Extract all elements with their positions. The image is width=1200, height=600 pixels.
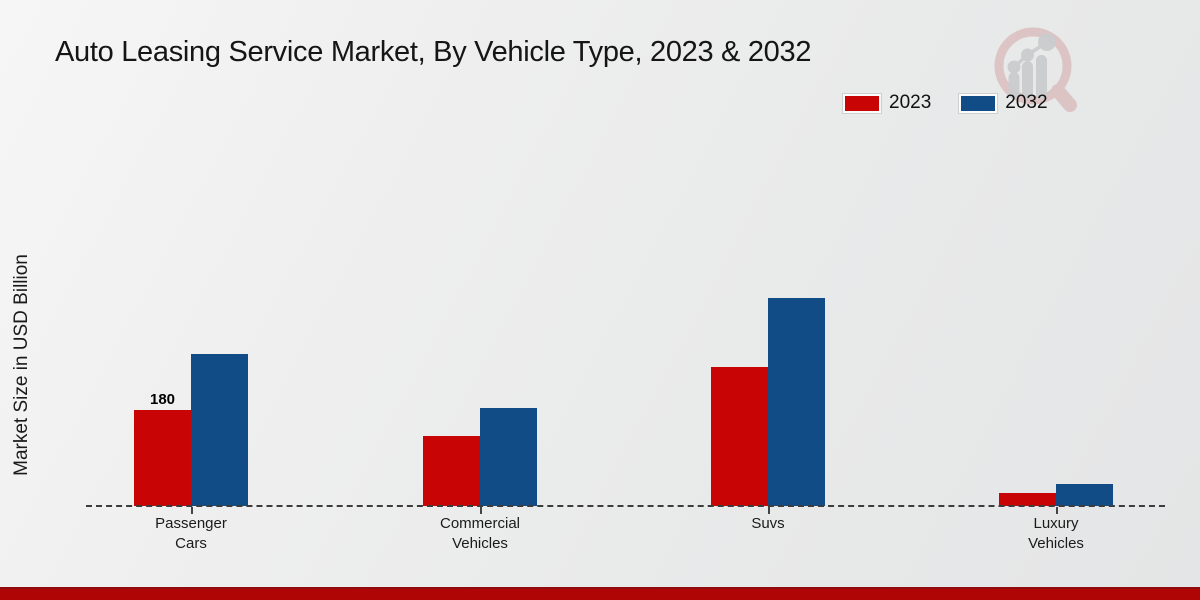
x-axis-tick [768,507,770,514]
x-axis-baseline [86,505,1165,507]
bar-2032-passenger-cars[interactable] [191,354,248,506]
footer-accent-bar [0,587,1200,600]
plot-area: 180 [86,282,1165,506]
bar-group-commercial-vehicles [423,408,537,506]
y-axis-label: Market Size in USD Billion [11,254,32,476]
legend-label-2023: 2023 [889,92,932,113]
legend-swatch-2023 [845,95,879,111]
x-axis-tick [480,507,482,514]
bar-2023-luxury-vehicles[interactable] [999,493,1056,506]
bar-group-luxury-vehicles [999,484,1113,506]
bar-2023-passenger-cars[interactable]: 180 [134,391,191,506]
x-axis-tick [1056,507,1058,514]
legend: 2023 2032 [845,92,1048,114]
x-axis-category-label: Luxury Vehicles [1028,515,1084,552]
x-axis-category-label: Suvs [751,515,785,532]
x-axis-tick [191,507,193,514]
bar-2032-suvs[interactable] [768,298,825,506]
legend-swatch-2032 [961,95,996,111]
legend-label-2032: 2032 [1005,92,1048,113]
bar-group-passenger-cars: 180 [134,354,248,506]
x-axis-category-label: Passenger Cars [155,515,227,552]
bar-value-label: 180 [149,391,176,408]
legend-item-2023[interactable]: 2023 [845,92,931,114]
magnifier-bar-chart-watermark-icon [994,27,1077,112]
bar-group-suvs [711,298,825,506]
bar-2032-commercial-vehicles[interactable] [480,408,537,506]
x-axis-category-label: Commercial Vehicles [439,515,520,552]
bar-2032-luxury-vehicles[interactable] [1056,484,1113,506]
bar-2023-commercial-vehicles[interactable] [423,436,480,506]
legend-item-2032[interactable]: 2032 [961,92,1048,114]
chart-title: Auto Leasing Service Market, By Vehicle … [55,36,812,68]
bar-2023-suvs[interactable] [711,367,768,506]
